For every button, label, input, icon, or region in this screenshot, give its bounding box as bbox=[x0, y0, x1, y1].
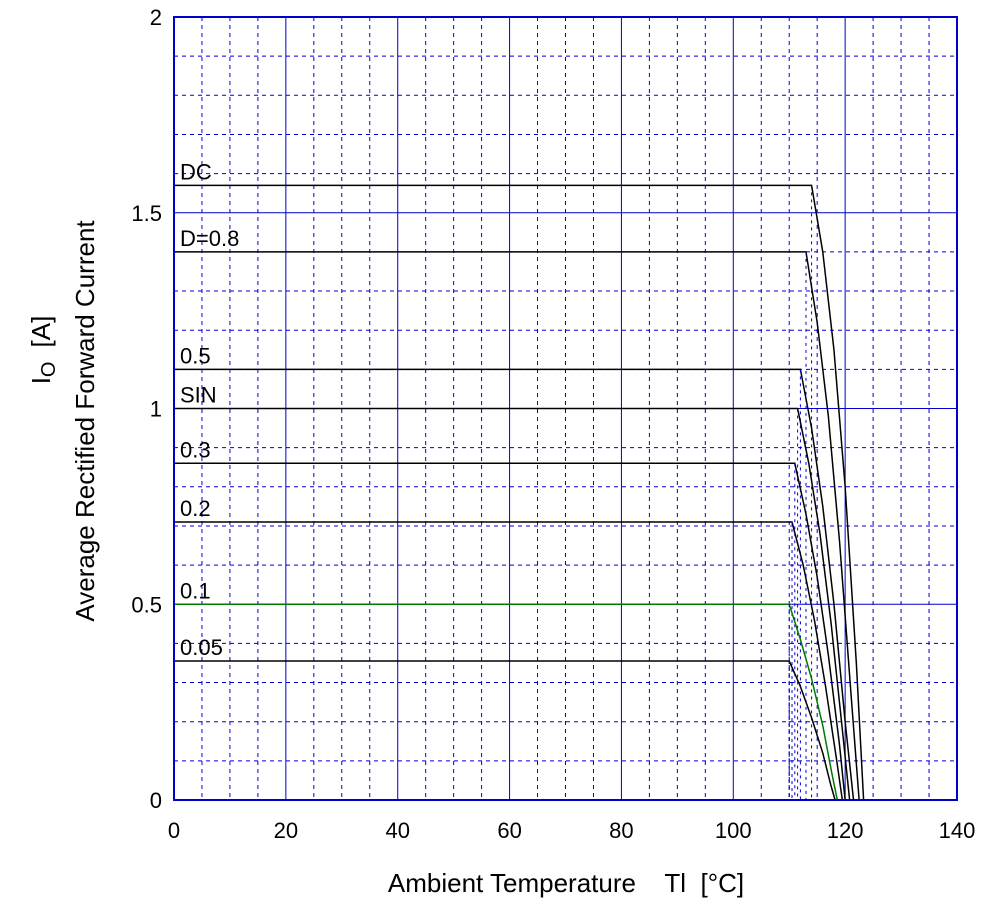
x-tick-label: 0 bbox=[168, 818, 180, 843]
y-axis-symbol: IO[A] bbox=[26, 316, 60, 385]
series-label: 0.5 bbox=[180, 343, 211, 368]
series-line bbox=[174, 184, 865, 801]
plot-frame bbox=[173, 16, 958, 801]
y-tick-label: 0 bbox=[150, 788, 162, 813]
y-tick-label: 0.5 bbox=[131, 592, 162, 617]
series-label: 0.1 bbox=[180, 578, 211, 603]
series-label: 0.3 bbox=[180, 437, 211, 462]
series-label: DC bbox=[180, 159, 212, 184]
y-tick-label: 1 bbox=[150, 397, 162, 422]
x-tick-label: 40 bbox=[385, 818, 409, 843]
series-label: 0.2 bbox=[180, 496, 211, 521]
curves bbox=[174, 184, 865, 801]
x-tick-label: 20 bbox=[274, 818, 298, 843]
x-tick-label: 140 bbox=[939, 818, 976, 843]
series-labels: DC D=0.8 0.5 SIN 0.3 0.2 0.1 0.05 bbox=[180, 159, 239, 660]
y-tick-label: 2 bbox=[150, 5, 162, 30]
y-tick-labels: 0 0.5 1 1.5 2 bbox=[131, 5, 162, 813]
x-axis-title: Ambient Temperature Tl [°C] bbox=[388, 868, 744, 898]
y-axis-description: Average Rectified Forward Current bbox=[70, 220, 100, 622]
x-tick-label: 100 bbox=[715, 818, 752, 843]
series-label: D=0.8 bbox=[180, 226, 239, 251]
series-line bbox=[174, 368, 855, 801]
x-tick-label: 120 bbox=[827, 818, 864, 843]
x-tick-labels: 0 20 40 60 80 100 120 140 bbox=[168, 818, 975, 843]
x-tick-label: 60 bbox=[497, 818, 521, 843]
x-tick-label: 80 bbox=[609, 818, 633, 843]
series-line bbox=[174, 251, 860, 801]
series-label: 0.05 bbox=[180, 635, 223, 660]
series-line bbox=[174, 660, 836, 801]
y-tick-label: 1.5 bbox=[131, 201, 162, 226]
series-line bbox=[174, 603, 839, 801]
series-label: SIN bbox=[180, 383, 217, 408]
